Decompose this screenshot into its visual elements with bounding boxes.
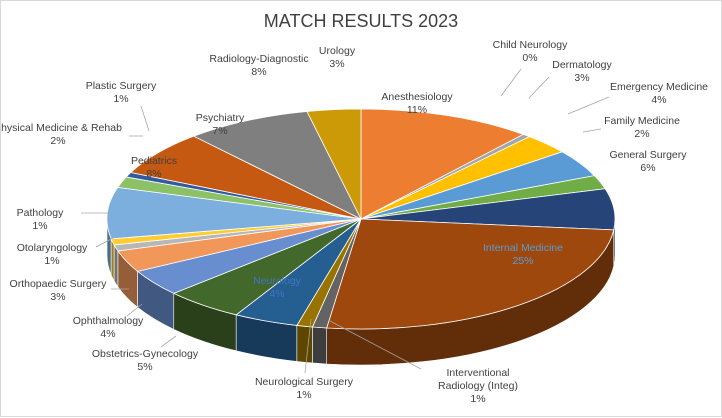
slice-label-pediatrics: Pediatrics [131, 155, 177, 167]
slice-pct-neurology: 4% [269, 288, 284, 300]
slice-pct-dermatology: 3% [574, 72, 589, 84]
leader-line-otolaryngology [95, 236, 116, 248]
slice-label-plastic-surgery: Plastic Surgery [86, 80, 157, 92]
pie-side-neurological-surgery [296, 325, 313, 364]
slice-pct-interventional-radiology-integ: 1% [470, 393, 485, 405]
slice-pct-urology: 3% [329, 58, 344, 70]
leader-line-obstetrics-gynecology [160, 335, 177, 348]
slice-pct-family-medicine: 2% [634, 128, 649, 140]
slice-pct-physical-medicine-rehab: 2% [50, 135, 65, 147]
slice-label-child-neurology: Child Neurology [493, 39, 568, 51]
slice-pct-psychiatry: 7% [212, 125, 227, 137]
slice-label-anesthesiology: Anesthesiology [381, 91, 453, 103]
pie-slice-internal-medicine [326, 218, 615, 330]
slice-pct-orthopaedic-surgery: 3% [50, 291, 65, 303]
slice-label-emergency-medicine: Emergency Medicine [610, 81, 708, 93]
slice-label-general-surgery: General Surgery [609, 149, 687, 161]
slice-label-pathology: Pathology [17, 207, 64, 219]
slice-pct-child-neurology: 0% [522, 52, 537, 64]
slice-label-interventional-radiology-integ: Interventional Radiology (Integ) [438, 367, 518, 392]
leader-line-emergency-medicine [567, 96, 610, 115]
slice-label-internal-medicine: Internal Medicine [483, 242, 563, 254]
slice-label-urology: Urology [319, 45, 356, 57]
pie-side-interventional-radiology-integ [312, 326, 327, 365]
leader-line-family-medicine [582, 128, 602, 133]
slice-label-obstetrics-gynecology: Obstetrics-Gynecology [92, 348, 199, 360]
slice-pct-pathology: 1% [32, 220, 47, 232]
leader-line-plastic-surgery [140, 105, 150, 132]
slice-pct-otolaryngology: 1% [44, 255, 59, 267]
slice-label-neurological-surgery: Neurological Surgery [255, 376, 354, 388]
slice-pct-pediatrics: 8% [146, 168, 161, 180]
leader-line-neurological-surgery [304, 318, 312, 374]
pie-side-otolaryngology [113, 243, 119, 288]
slice-pct-general-surgery: 6% [640, 162, 655, 174]
slice-pct-internal-medicine: 25% [512, 255, 533, 267]
slice-pct-plastic-surgery: 1% [113, 93, 128, 105]
slice-pct-radiology-diagnostic: 8% [251, 66, 266, 78]
leader-line-dermatology [528, 76, 550, 99]
slice-label-family-medicine: Family Medicine [604, 115, 680, 127]
slice-pct-obstetrics-gynecology: 5% [137, 361, 152, 373]
leader-line-ophthalmology [126, 303, 143, 317]
pie-slice-anesthesiology [360, 108, 525, 220]
leader-line-child-neurology [500, 68, 522, 97]
slice-label-neurology: Neurology [253, 275, 302, 287]
slice-pct-emergency-medicine: 4% [651, 94, 666, 106]
slice-label-physical-medicine-rehab: Physical Medicine & Rehab [1, 122, 122, 134]
chart-title: MATCH RESULTS 2023 [263, 11, 459, 31]
pie-slice-urology [306, 108, 362, 220]
slice-label-radiology-diagnostic: Radiology-Diagnostic [209, 53, 308, 65]
slice-label-psychiatry: Psychiatry [196, 112, 245, 124]
leader-line-interventional-radiology-integ [329, 320, 422, 370]
slice-pct-anesthesiology: 11% [407, 104, 427, 116]
slice-pct-ophthalmology: 4% [100, 328, 115, 340]
slice-pct-neurological-surgery: 1% [296, 389, 311, 401]
pie-slice-radiology-diagnostic [192, 111, 362, 220]
slice-label-orthopaedic-surgery: Orthopaedic Surgery [10, 278, 108, 290]
slice-label-ophthalmology: Ophthalmology [73, 315, 144, 327]
slice-label-otolaryngology: Otolaryngology [17, 242, 88, 254]
slice-label-dermatology: Dermatology [552, 59, 612, 71]
pie-side-pathology [110, 238, 115, 283]
